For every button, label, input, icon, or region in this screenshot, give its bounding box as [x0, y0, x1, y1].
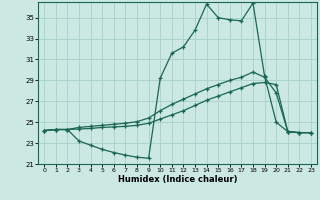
X-axis label: Humidex (Indice chaleur): Humidex (Indice chaleur)	[118, 175, 237, 184]
